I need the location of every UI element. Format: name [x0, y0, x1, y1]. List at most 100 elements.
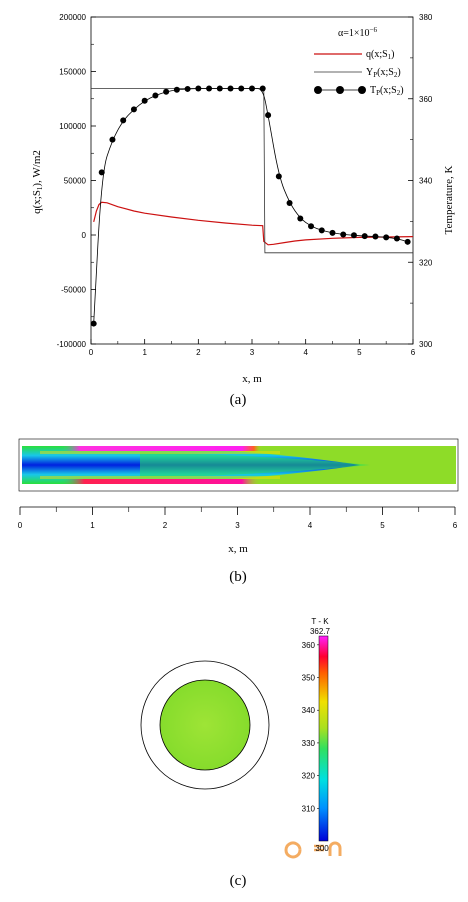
- tp-data-point: [206, 85, 213, 92]
- left-axis-ticks: -100000 -50000 0 50000 100000 150000 200000: [57, 13, 96, 349]
- tp-data-point: [372, 233, 379, 240]
- x-tick-label-b: 2: [163, 521, 168, 530]
- pipe-hot-wall-bottom: [60, 479, 262, 484]
- legend-label-tp: TP(x;S2): [370, 85, 404, 97]
- tp-data-point: [308, 223, 315, 230]
- x-axis-ticks: 0 1 2 3 4 5 6: [89, 339, 416, 357]
- tp-data-point: [195, 85, 202, 92]
- tp-data-point: [249, 85, 255, 92]
- legend-marker-tp-2: [336, 86, 344, 94]
- colorbar-tick-label: 310: [302, 804, 316, 813]
- tp-data-point: [227, 85, 234, 92]
- x-tick-label-b: 0: [18, 521, 23, 530]
- colorbar-tick-label: 330: [302, 739, 316, 748]
- tp-data-point: [109, 136, 116, 143]
- tp-data-point: [297, 215, 304, 222]
- colorbar: [318, 635, 329, 842]
- tp-data-point: [90, 320, 97, 327]
- y2-tick-label: 360: [419, 95, 433, 104]
- x-tick-label: 6: [411, 348, 416, 357]
- tp-line: [93, 88, 408, 324]
- x-tick-label: 4: [303, 348, 308, 357]
- x-axis-label-b: x, m: [228, 543, 248, 555]
- legend: q(x;S1) YP(x;S2) TP(x;S2): [314, 49, 404, 97]
- legend-label-yp: YP(x;S2): [366, 67, 401, 79]
- tp-data-point: [383, 234, 390, 241]
- tp-data-point: [350, 232, 357, 239]
- tp-data-point: [329, 229, 336, 236]
- chart-panel-c: T - K 362.7 360 350 340 330 320 310 300 (c): [140, 617, 342, 889]
- tp-data-point: [173, 86, 180, 93]
- x-tick-label: 1: [142, 348, 147, 357]
- x-tick-label-b: 1: [90, 521, 95, 530]
- yp-line: [91, 88, 413, 254]
- legend-marker-tp-1: [314, 86, 322, 94]
- legend-label-q: q(x;S1): [366, 49, 395, 61]
- series-group: [90, 85, 414, 327]
- alpha-annotation: α=1×10−6: [338, 26, 377, 39]
- y2-tick-label: 300: [419, 340, 433, 349]
- colorbar-min-label: 300: [315, 844, 329, 853]
- tp-data-point: [238, 85, 245, 92]
- legend-marker-tp-3: [358, 86, 366, 94]
- colorbar-max-label: 362.7: [310, 627, 331, 636]
- colorbar-ticks: 360 350 340 330 320 310: [302, 641, 319, 813]
- colorbar-tick-label: 360: [302, 641, 316, 650]
- chart-panel-a: -100000 -50000 0 50000 100000 150000 200000 30…: [31, 13, 455, 408]
- x-tick-label: 5: [357, 348, 362, 357]
- y-axis-label: q(x;S1), W/m2: [31, 150, 44, 214]
- tp-data-point: [265, 112, 272, 119]
- y2-tick-label: 320: [419, 258, 433, 267]
- watermark-logo: [284, 841, 342, 859]
- tp-data-point: [216, 85, 223, 92]
- x-tick-label-b: 3: [235, 521, 240, 530]
- y-tick-label: 200000: [59, 13, 86, 22]
- y2-tick-label: 340: [419, 177, 433, 186]
- tp-data-point: [275, 173, 282, 180]
- tp-data-point: [259, 85, 266, 92]
- x-tick-label-b: 4: [308, 521, 313, 530]
- x-axis-label: x, m: [242, 373, 262, 385]
- tp-data-point: [130, 106, 137, 113]
- colorbar-tick-label: 350: [302, 674, 316, 683]
- colorbar-tick-label: 320: [302, 772, 316, 781]
- x-tick-label: 2: [196, 348, 201, 357]
- chart-panel-b: 0 1 2 3 4 5 6 x, m (b): [18, 438, 459, 585]
- plot-frame: [90, 16, 414, 345]
- tp-data-point: [120, 117, 127, 124]
- y2-axis-label: Temperature, K: [443, 166, 455, 235]
- tp-data-point: [286, 199, 293, 206]
- tp-data-point: [163, 88, 170, 95]
- y-tick-label: 150000: [59, 68, 86, 77]
- y2-tick-label: 380: [419, 13, 433, 22]
- tp-data-point: [404, 238, 411, 245]
- caption-c: (c): [230, 873, 247, 889]
- pipe-warm-band-top: [40, 451, 280, 454]
- tp-data-point: [141, 97, 148, 104]
- pipe-hot-wall-top: [60, 446, 262, 451]
- tp-data-point: [361, 233, 368, 240]
- x-tick-label-b: 6: [453, 521, 458, 530]
- x-tick-label: 0: [89, 348, 94, 357]
- pipe-warm-band-bottom: [40, 476, 280, 479]
- tp-data-point: [184, 85, 191, 92]
- q-line: [93, 201, 414, 246]
- colorbar-title: T - K: [311, 617, 329, 626]
- colorbar-tick-label: 340: [302, 706, 316, 715]
- tp-data-point: [340, 231, 347, 238]
- y-tick-label: 100000: [59, 122, 86, 131]
- y-tick-label: -50000: [61, 286, 86, 295]
- tp-data-point: [98, 169, 105, 176]
- x-tick-label-b: 5: [380, 521, 385, 530]
- pipe-core-fade: [140, 452, 370, 478]
- right-axis-ticks: 300 320 340 360 380: [408, 13, 433, 349]
- y-tick-label: 50000: [64, 177, 87, 186]
- tp-data-point: [393, 235, 400, 242]
- caption-a: (a): [230, 392, 247, 408]
- pipe-cross-section-fluid: [159, 679, 251, 771]
- tp-data-point: [152, 92, 159, 99]
- y-tick-label: -100000: [57, 340, 87, 349]
- x-axis-ticks-b: 0 1 2 3 4 5 6: [18, 507, 458, 530]
- tp-data-point: [318, 227, 325, 234]
